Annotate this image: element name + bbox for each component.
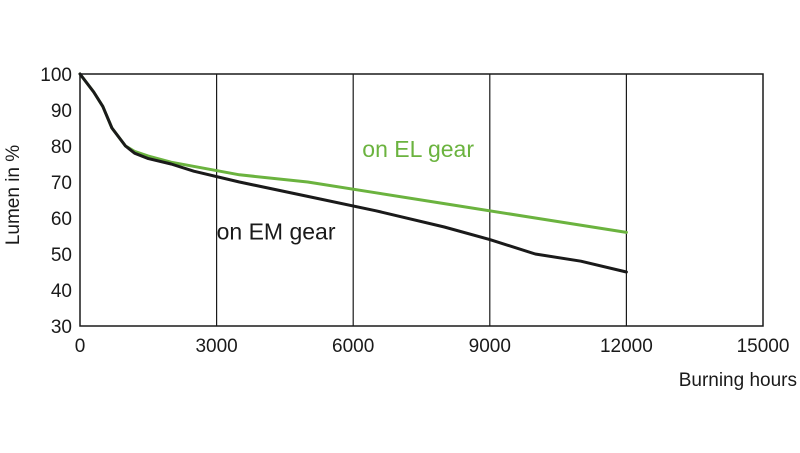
plot-frame xyxy=(79,73,764,327)
series-lines xyxy=(78,72,628,274)
y-tick-label: 100 xyxy=(40,65,72,86)
x-tick-label: 9000 xyxy=(469,336,511,357)
y-tick-label: 50 xyxy=(51,245,72,266)
y-tick-label: 90 xyxy=(51,101,72,122)
series-annotation: on EM gear xyxy=(217,219,336,245)
annotations: on EL gear on EM gear xyxy=(217,136,475,245)
y-axis-title: Lumen in % xyxy=(3,145,24,245)
x-tick-label: 3000 xyxy=(195,336,237,357)
y-tick-label: 80 xyxy=(51,137,72,158)
y-tick-label: 70 xyxy=(51,173,72,194)
x-axis-title: Burning hours xyxy=(679,370,797,391)
y-tick-label: 40 xyxy=(51,281,72,302)
y-tick-label: 60 xyxy=(51,209,72,230)
x-tick-label: 15000 xyxy=(737,336,790,357)
x-tick-label: 12000 xyxy=(600,336,653,357)
x-tick-label: 0 xyxy=(75,336,86,357)
series-annotation: on EL gear xyxy=(362,136,474,162)
y-tick-label: 30 xyxy=(51,317,72,338)
grid xyxy=(216,74,628,326)
series-line-em-gear xyxy=(78,72,628,274)
tick-labels: 0 3000 6000 9000 12000 15000 30 40 50 60 70 80 90 100 xyxy=(40,65,789,357)
x-tick-label: 6000 xyxy=(332,336,374,357)
